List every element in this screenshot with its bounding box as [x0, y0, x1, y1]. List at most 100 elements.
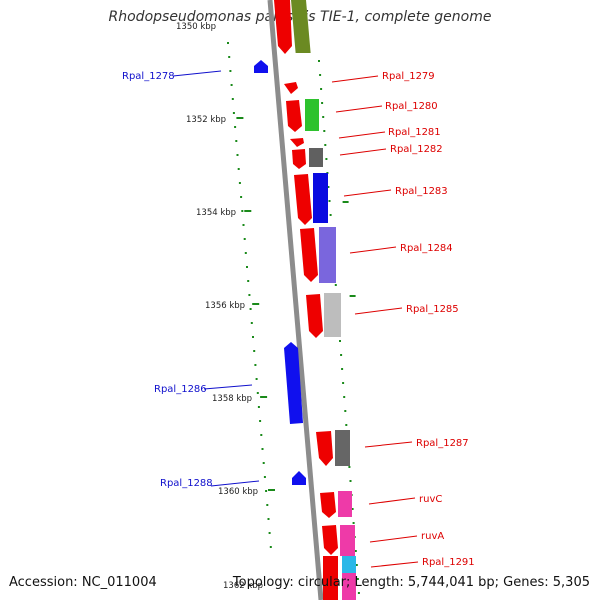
scale-tick [327, 186, 330, 188]
scale-tick [263, 476, 266, 478]
scale-tick [254, 364, 257, 366]
scale-tick [325, 158, 328, 160]
scale-tick [244, 252, 247, 254]
scale-label: 1356 kbp [205, 301, 245, 311]
scale-tick [228, 56, 231, 58]
label-rpal-1283[interactable]: Rpal_1283 [395, 186, 448, 197]
cog-box-rpal-1287 [335, 430, 350, 466]
label-rpal-1291[interactable]: Rpal_1291 [422, 557, 475, 568]
scale-label: 1358 kbp [212, 394, 252, 404]
callout-rpal-1283 [343, 189, 392, 197]
scale-tick [237, 168, 240, 170]
gene-glyph-rpal-1285[interactable] [306, 294, 323, 338]
label-rpal-1279[interactable]: Rpal_1279 [382, 71, 435, 82]
scale-tick [340, 354, 343, 356]
scale-tick [252, 336, 254, 338]
scale-tick [235, 140, 238, 142]
scale-tick [352, 522, 355, 524]
scale-tick [341, 368, 344, 370]
label-rpal-1282[interactable]: Rpal_1282 [390, 144, 443, 155]
scale-tick [248, 294, 251, 296]
gene-glyph-rpal-1288[interactable] [292, 471, 306, 485]
callout-rpal-1291 [370, 561, 419, 568]
accession-label: Accession: NC_011004 [9, 575, 157, 590]
callout-rpal-1285 [354, 307, 403, 315]
scale-tick [256, 392, 259, 394]
gene-glyph-ruvc[interactable] [320, 492, 336, 518]
scale-tick [343, 396, 346, 398]
gene-glyph-rpal-1279[interactable] [284, 82, 298, 94]
label-ruvc[interactable]: ruvC [419, 494, 442, 505]
gene-glyph-rpal-1284[interactable] [300, 228, 318, 282]
cog-box-rpal-1282 [309, 148, 323, 167]
label-rpal-1278[interactable]: Rpal_1278 [122, 71, 175, 82]
label-rpal-1281[interactable]: Rpal_1281 [388, 127, 441, 138]
scale-tick [344, 410, 347, 412]
scale-tick [240, 196, 243, 198]
scale-tick [318, 60, 320, 62]
label-rpal-1285[interactable]: Rpal_1285 [406, 304, 459, 315]
scale-tick [339, 340, 341, 342]
label-rpal-1288[interactable]: Rpal_1288 [160, 478, 213, 489]
callout-rpal-1288 [210, 480, 260, 487]
gene-labels: Rpal_1278 Rpal_1279 Rpal_1280 Rpal_1281 … [122, 71, 475, 568]
cog-box-top-cut [291, 0, 311, 53]
gene-glyph-rpal-1282[interactable] [292, 149, 306, 169]
scale-tick [342, 382, 345, 384]
scale-tick [351, 508, 354, 510]
gene-glyph-rpal-1281[interactable] [290, 138, 304, 147]
callout-rpal-1286 [203, 384, 253, 390]
scale-tick [243, 238, 246, 240]
scale-tick [268, 532, 271, 534]
label-rpal-1280[interactable]: Rpal_1280 [385, 101, 438, 112]
gene-glyph-rpal-1291[interactable] [323, 556, 338, 600]
gene-glyph-rpal-1286[interactable] [284, 342, 303, 424]
scale-tick [324, 144, 327, 146]
gene-glyph-rpal-1278[interactable] [254, 60, 268, 73]
scale-tick [265, 490, 268, 492]
label-rpal-1287[interactable]: Rpal_1287 [416, 438, 469, 449]
callout-ruvc [368, 497, 416, 505]
scale-tick [252, 303, 260, 305]
scale-tick [261, 448, 264, 450]
scale-tick [323, 130, 326, 132]
scale-tick [342, 201, 349, 203]
scale-tick [250, 322, 253, 324]
scale-tick [356, 578, 359, 580]
scale-tick [354, 550, 357, 552]
gene-glyph-ruva[interactable] [322, 525, 338, 555]
scale-tick [236, 154, 239, 156]
gene-glyph-rpal-1280[interactable] [286, 100, 302, 132]
scale-labels: 1350 kbp 1352 kbp 1354 kbp 1356 kbp 1358… [176, 22, 263, 591]
label-ruva[interactable]: ruvA [421, 531, 444, 542]
scale-tick [321, 102, 324, 104]
scale-tick [357, 592, 360, 594]
scale-tick [255, 378, 258, 380]
gc-ticks [227, 42, 360, 594]
gene-glyph-top-cut[interactable] [274, 0, 292, 54]
scale-label: 1354 kbp [196, 208, 236, 218]
scale-tick [244, 210, 252, 212]
scale-tick [259, 420, 262, 422]
scale-tick [227, 42, 229, 44]
gene-glyph-rpal-1287[interactable] [316, 431, 333, 466]
cog-box-rpal-1285 [324, 293, 341, 337]
scale-tick [267, 518, 270, 520]
gene-glyph-rpal-1283[interactable] [294, 174, 312, 225]
scale-tick [229, 70, 232, 72]
callout-rpal-1287 [364, 441, 413, 448]
callout-rpal-1282 [339, 148, 387, 156]
cog-box-rpal-1283 [313, 173, 328, 223]
scale-tick [320, 88, 323, 90]
topology-label: Topology: circular; Length: 5,744,041 bp… [232, 575, 590, 590]
label-rpal-1284[interactable]: Rpal_1284 [400, 243, 453, 254]
callout-rpal-1278 [172, 70, 222, 77]
cog-box-rpal-1291 [342, 556, 356, 573]
scale-tick [253, 350, 256, 352]
scale-tick [348, 466, 351, 468]
scale-tick [232, 112, 235, 114]
scale-tick [236, 117, 244, 119]
label-rpal-1286[interactable]: Rpal_1286 [154, 384, 207, 395]
callout-rpal-1280 [335, 105, 383, 113]
